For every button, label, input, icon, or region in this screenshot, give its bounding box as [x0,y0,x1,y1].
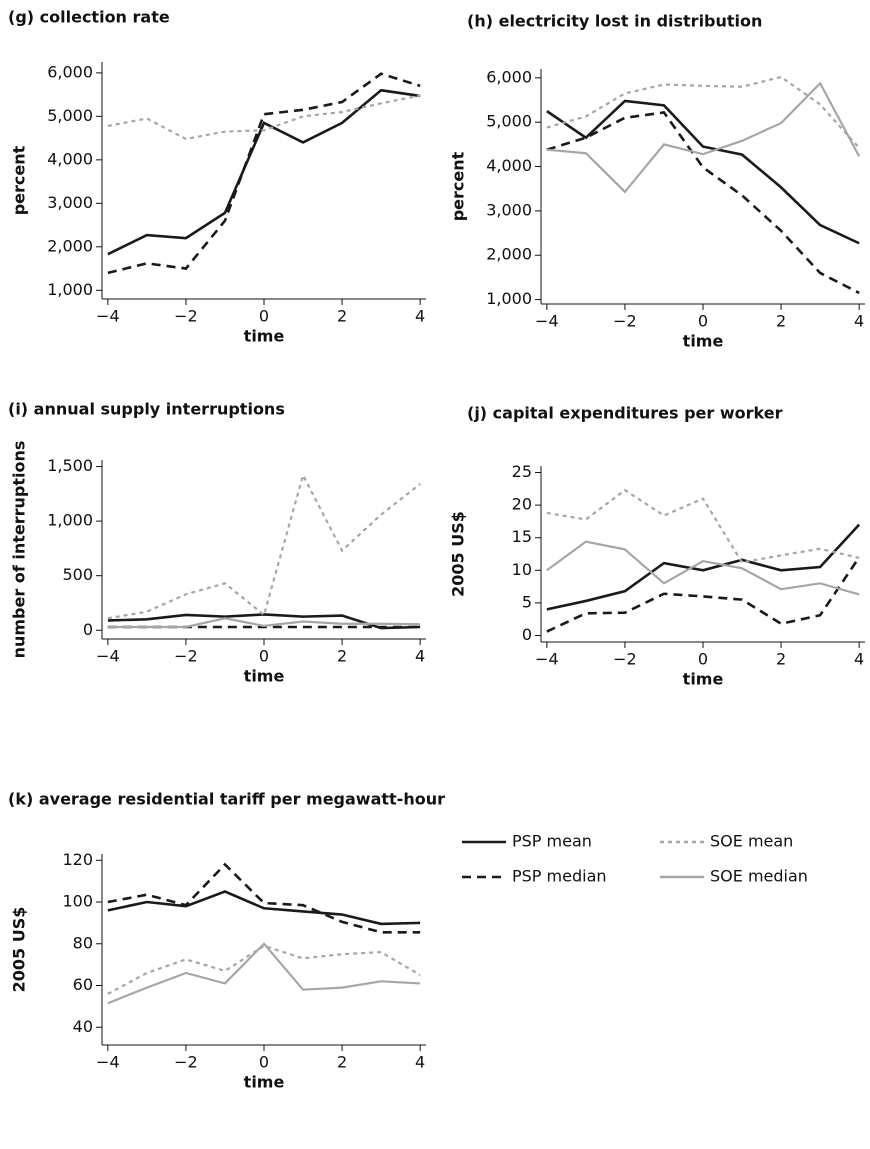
y-tick-label: 1,000 [486,289,532,308]
x-tick-label: −2 [174,1053,198,1072]
y-axis-label: percent [449,151,468,221]
series-line [107,890,421,926]
x-tick-label: 0 [259,647,269,666]
y-tick-label: 10 [512,560,532,579]
x-tick-label: 0 [259,307,269,326]
x-tick-label: 0 [698,650,708,669]
x-axis-label: time [244,327,285,346]
series-line [546,99,860,245]
y-axis-label: number of interruptions [10,441,29,659]
series-line [546,75,860,149]
y-tick-label: 2,000 [47,236,93,255]
series-line [107,862,421,934]
x-tick-label: −4 [535,312,559,331]
x-tick-label: −4 [96,1053,120,1072]
series-line [107,94,421,141]
x-tick-label: 4 [415,307,425,326]
chart-title: (h) electricity lost in distribution [467,12,762,31]
series-line [107,942,421,1005]
x-tick-label: 4 [854,312,864,331]
x-tick-label: 2 [337,307,347,326]
y-tick-label: 20 [512,495,532,514]
x-tick-label: 2 [337,647,347,666]
series-line [107,617,421,629]
y-tick-label: 1,500 [47,456,93,475]
legend-label: SOE median [710,867,808,886]
series-line [107,944,421,995]
y-axis-label: percent [10,145,29,215]
y-tick-label: 500 [62,565,93,584]
series-line [107,72,421,275]
x-tick-label: −2 [174,647,198,666]
y-tick-label: 120 [62,850,93,869]
y-tick-label: 5,000 [486,112,532,131]
x-tick-label: 4 [415,647,425,666]
y-tick-label: 6,000 [47,62,93,81]
chart-title: (k) average residential tariff per megaw… [8,790,445,809]
y-tick-label: 80 [73,933,93,952]
series-line [546,81,861,194]
chart-title: (g) collection rate [8,8,170,27]
y-tick-label: 40 [73,1017,93,1036]
x-axis-label: time [683,332,724,351]
series-line [546,488,860,564]
y-tick-label: 0 [83,620,93,639]
legend-label: SOE mean [710,832,793,851]
y-tick-label: 6,000 [486,67,532,86]
x-axis-label: time [244,667,285,686]
x-tick-label: 4 [854,650,864,669]
legend-label: PSP mean [512,832,592,851]
x-tick-label: −4 [535,650,559,669]
y-tick-label: 4,000 [47,149,93,168]
y-tick-label: 5,000 [47,106,93,125]
x-tick-label: −4 [96,307,120,326]
x-tick-label: 4 [415,1053,425,1072]
x-axis-label: time [244,1073,285,1092]
y-tick-label: 25 [512,462,532,481]
y-axis-label: 2005 US$ [449,511,468,597]
series-line [546,540,860,596]
series-line [546,556,861,633]
y-tick-label: 1,000 [47,280,93,299]
x-tick-label: −2 [613,650,637,669]
y-axis-label: 2005 US$ [10,907,29,993]
x-tick-label: −4 [96,647,120,666]
y-tick-label: 0 [522,625,532,644]
x-tick-label: −2 [613,312,637,331]
y-tick-label: 5 [522,592,532,611]
x-tick-label: 2 [776,312,786,331]
y-tick-label: 60 [73,975,93,994]
x-tick-label: 0 [698,312,708,331]
series-line [107,88,421,256]
x-axis-label: time [683,670,724,689]
series-line [546,111,860,295]
x-tick-label: 2 [776,650,786,669]
x-tick-label: −2 [174,307,198,326]
y-tick-label: 4,000 [486,156,532,175]
y-tick-label: 3,000 [47,193,93,212]
chart-title: (j) capital expenditures per worker [467,404,783,423]
y-tick-label: 15 [512,527,532,546]
series-line [107,472,421,620]
series-line [546,523,861,611]
x-tick-label: 0 [259,1053,269,1072]
chart-title: (i) annual supply interruptions [8,400,285,419]
legend-label: PSP median [512,867,607,886]
y-tick-label: 2,000 [486,245,532,264]
y-tick-label: 3,000 [486,200,532,219]
y-tick-label: 100 [62,892,93,911]
x-tick-label: 2 [337,1053,347,1072]
y-tick-label: 1,000 [47,511,93,530]
